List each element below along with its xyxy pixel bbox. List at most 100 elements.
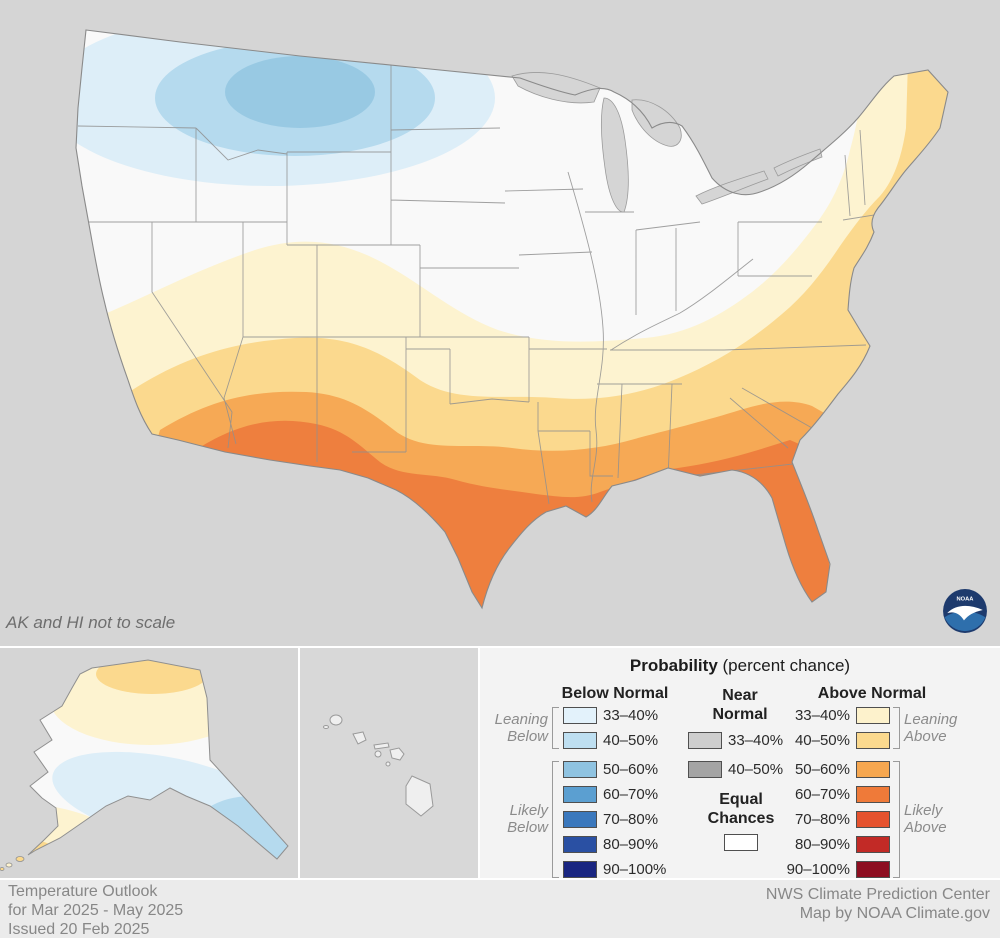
legend-row: 40–50%: [563, 732, 658, 749]
legend-row-label: 90–100%: [786, 861, 850, 878]
legend-swatch: [856, 761, 890, 778]
legend-row-label: 40–50%: [728, 761, 784, 778]
hawaii-svg: [300, 648, 478, 878]
legend-swatch: [856, 836, 890, 853]
hawaii-islands: [323, 714, 434, 817]
footer-source: NWS Climate Prediction Center: [765, 886, 990, 903]
region-below-50-60: [225, 56, 375, 128]
island-molokai: [373, 742, 390, 750]
legend-row-label: 40–50%: [794, 732, 850, 749]
legend-row-label: 80–90%: [603, 836, 659, 853]
legend-swatch: [563, 836, 597, 853]
legend-row: 60–70%: [563, 786, 658, 803]
bottom-row: Probability (percent chance) Below Norma…: [0, 646, 1000, 878]
state-borders: [77, 60, 894, 505]
legend-swatch: [856, 861, 890, 878]
alaska-inset: [0, 646, 300, 878]
legend-row-label: 50–60%: [603, 761, 659, 778]
noaa-emblem-icon: NOAA: [943, 589, 987, 633]
probability-legend: Probability (percent chance) Below Norma…: [480, 646, 1000, 878]
aleutian-island: [5, 862, 13, 868]
aleutian-island: [15, 856, 25, 862]
legend-swatch: [856, 707, 890, 724]
legend-row: 90–100%: [563, 861, 666, 878]
legend-row-label: 33–40%: [728, 732, 784, 749]
legend-row: 70–80%: [768, 811, 890, 828]
hawaii-inset: [300, 646, 480, 878]
footer-period: for Mar 2025 - May 2025: [8, 902, 184, 919]
leaning-below-label: Leaning Below: [494, 711, 548, 745]
legend-row-label: 60–70%: [603, 786, 659, 803]
below-normal-header: Below Normal: [561, 685, 669, 702]
lake-ontario: [773, 148, 823, 177]
legend-row-label: 90–100%: [603, 861, 667, 878]
likely-below-label: Likely Below: [507, 802, 548, 836]
leaning-above-bracket: [893, 707, 900, 749]
legend-row-label: 70–80%: [603, 811, 659, 828]
island-hawaii: [405, 775, 434, 817]
legend-row: 70–80%: [563, 811, 658, 828]
legend-row-label: 33–40%: [794, 707, 850, 724]
legend-title: Probability (percent chance): [480, 656, 1000, 676]
legend-title-bold: Probability: [629, 656, 718, 675]
legend-swatch: [856, 811, 890, 828]
island-oahu: [352, 731, 367, 745]
great-lakes: [511, 72, 823, 213]
legend-row-label: 50–60%: [794, 761, 850, 778]
conus-map-svg: [75, 29, 949, 610]
legend-row-label: 60–70%: [794, 786, 850, 803]
legend-row: 33–40%: [768, 707, 890, 724]
legend-row-label: 33–40%: [603, 707, 659, 724]
leaning-below-bracket: [552, 707, 559, 749]
noaa-logo-text: NOAA: [957, 597, 974, 603]
legend-swatch: [563, 811, 597, 828]
lake-superior: [511, 72, 601, 104]
legend-swatch: [563, 732, 597, 749]
island-niihau: [323, 725, 329, 729]
leaning-above-label: Leaning Above: [904, 711, 958, 745]
likely-above-bracket: [893, 761, 900, 878]
legend-row: 40–50%: [768, 732, 890, 749]
footer-credit: Map by NOAA Climate.gov: [799, 905, 990, 922]
above-normal-header: Above Normal: [817, 685, 927, 702]
equal-chances-label: Equal Chances: [707, 791, 775, 827]
legend-swatch: [563, 761, 597, 778]
footer-title: Temperature Outlook: [8, 883, 158, 900]
legend-row: 50–60%: [768, 761, 890, 778]
legend-swatch: [856, 732, 890, 749]
lake-huron: [631, 99, 682, 147]
island-lanai: [374, 750, 382, 758]
noaa-logo: NOAA: [942, 588, 988, 634]
legend-row-label: 80–90%: [794, 836, 850, 853]
legend-row: 40–50%: [688, 761, 783, 778]
legend-swatch: [688, 732, 722, 749]
legend-row: 80–90%: [768, 836, 890, 853]
conus-map: AK and HI not to scale NOAA: [6, 29, 988, 634]
legend-swatch: [563, 707, 597, 724]
likely-below-bracket: [552, 761, 559, 878]
legend-row: 60–70%: [768, 786, 890, 803]
aleutian-islands: [0, 856, 25, 871]
aleutian-island: [0, 867, 5, 871]
legend-row: 50–60%: [563, 761, 658, 778]
legend-row: 80–90%: [563, 836, 658, 853]
legend-swatch: [563, 861, 597, 878]
legend-row: 33–40%: [563, 707, 658, 724]
alaska-svg: [0, 648, 298, 878]
legend-row: 90–100%: [768, 861, 890, 878]
island-kauai: [329, 714, 343, 726]
legend-title-suffix: (percent chance): [717, 656, 851, 675]
footer: Temperature Outlook for Mar 2025 - May 2…: [0, 878, 1000, 938]
island-kahoolawe: [385, 761, 391, 767]
lake-michigan: [601, 97, 629, 213]
equal-chances-swatch: [724, 834, 758, 851]
legend-row: [724, 834, 758, 851]
scale-note: AK and HI not to scale: [6, 613, 176, 632]
legend-swatch: [688, 761, 722, 778]
legend-swatch: [563, 786, 597, 803]
footer-issued: Issued 20 Feb 2025: [8, 921, 150, 938]
alaska-outline: [27, 659, 289, 860]
footer-left: Temperature Outlook for Mar 2025 - May 2…: [8, 882, 183, 938]
lake-erie: [695, 170, 769, 205]
